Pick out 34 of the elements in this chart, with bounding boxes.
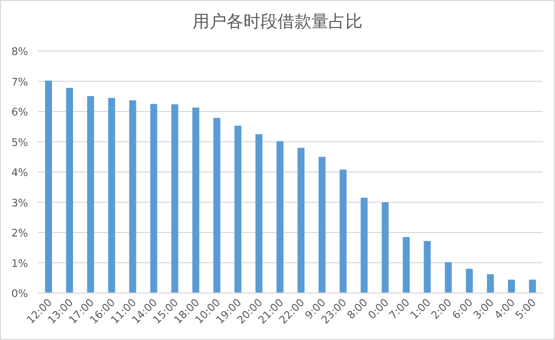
bar bbox=[424, 240, 431, 293]
bar bbox=[444, 262, 452, 293]
bar bbox=[213, 118, 220, 293]
bar bbox=[66, 88, 74, 293]
bar bbox=[150, 104, 158, 293]
y-tick-label: 5% bbox=[11, 136, 28, 149]
bar bbox=[298, 148, 304, 293]
bar bbox=[171, 104, 178, 293]
y-tick-label: 8% bbox=[11, 46, 28, 58]
bar bbox=[318, 156, 326, 293]
y-tick-label: 3% bbox=[11, 197, 28, 210]
y-tick-label: 4% bbox=[11, 167, 28, 179]
bar bbox=[45, 80, 52, 293]
bar bbox=[87, 96, 94, 293]
y-tick-label: 6% bbox=[11, 106, 28, 118]
bar bbox=[129, 100, 136, 293]
y-tick-label: 7% bbox=[11, 76, 28, 88]
bar bbox=[466, 268, 473, 293]
bar bbox=[192, 108, 200, 293]
chart-title: 用户各时段借款量占比 bbox=[192, 12, 362, 32]
bar bbox=[529, 280, 536, 293]
y-tick-label: 0% bbox=[11, 288, 28, 300]
bar bbox=[276, 141, 284, 293]
bar bbox=[382, 202, 389, 293]
bar bbox=[360, 198, 368, 293]
bar bbox=[508, 280, 515, 293]
y-tick-label: 1% bbox=[11, 258, 28, 270]
bar bbox=[108, 98, 116, 293]
bar bbox=[234, 126, 242, 293]
bar bbox=[255, 134, 262, 293]
bar bbox=[486, 274, 494, 293]
bar bbox=[340, 170, 347, 293]
y-tick-label: 2% bbox=[11, 228, 28, 240]
bar bbox=[402, 237, 410, 293]
